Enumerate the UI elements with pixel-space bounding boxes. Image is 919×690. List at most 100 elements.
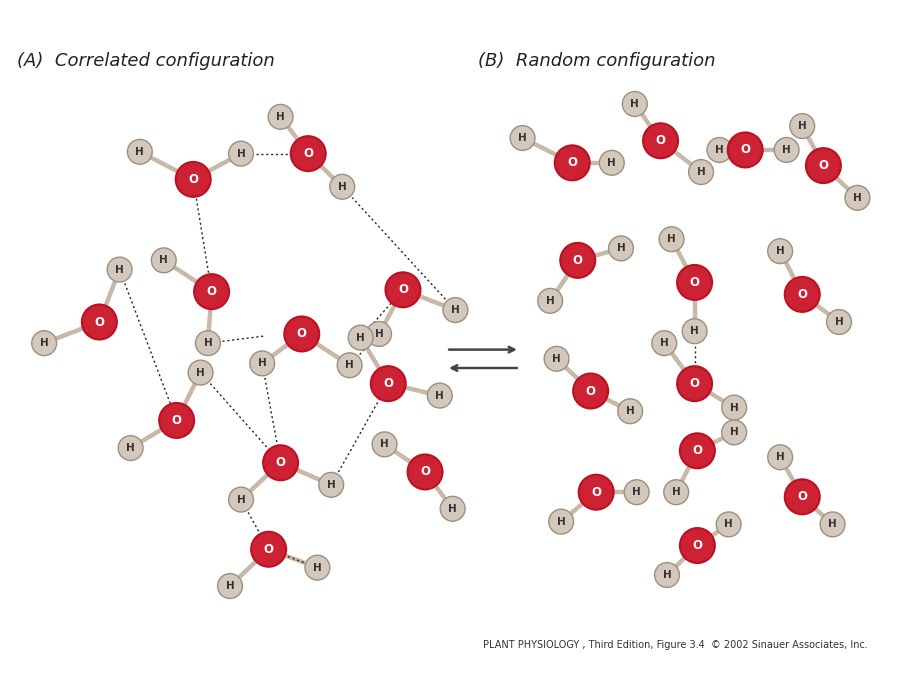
Text: H: H xyxy=(203,338,212,348)
Circle shape xyxy=(676,265,711,300)
Circle shape xyxy=(789,114,814,139)
Text: H: H xyxy=(236,148,245,159)
Circle shape xyxy=(664,480,687,504)
Text: O: O xyxy=(689,377,698,390)
Text: H: H xyxy=(616,244,625,253)
Circle shape xyxy=(659,227,684,252)
Circle shape xyxy=(330,175,355,199)
Text: H: H xyxy=(236,495,245,504)
Circle shape xyxy=(194,274,229,309)
Circle shape xyxy=(688,159,713,184)
Text: H: H xyxy=(659,338,668,348)
Text: O: O xyxy=(398,284,407,296)
Text: O: O xyxy=(585,384,595,397)
Circle shape xyxy=(622,92,647,117)
Text: H: H xyxy=(689,326,698,336)
Text: H: H xyxy=(115,264,124,275)
Text: O: O xyxy=(264,543,273,555)
Circle shape xyxy=(108,257,132,282)
Circle shape xyxy=(229,487,254,512)
Text: O: O xyxy=(797,491,806,503)
Text: H: H xyxy=(337,181,346,192)
Circle shape xyxy=(805,148,840,183)
Text: O: O xyxy=(567,157,576,169)
Text: H: H xyxy=(225,581,234,591)
Text: H: H xyxy=(781,145,790,155)
Text: H: H xyxy=(607,158,616,168)
Text: O: O xyxy=(303,147,312,160)
Text: O: O xyxy=(818,159,827,172)
Circle shape xyxy=(151,248,176,273)
Circle shape xyxy=(31,331,57,355)
Circle shape xyxy=(608,236,633,261)
Circle shape xyxy=(826,310,851,335)
Text: O: O xyxy=(692,539,701,552)
Text: H: H xyxy=(312,562,322,573)
Text: H: H xyxy=(159,255,168,266)
Text: H: H xyxy=(662,570,671,580)
Circle shape xyxy=(196,331,221,355)
Circle shape xyxy=(544,346,569,371)
Text: O: O xyxy=(95,315,104,328)
Circle shape xyxy=(218,573,243,598)
Text: H: H xyxy=(723,520,732,529)
Text: O: O xyxy=(188,173,198,186)
Text: H: H xyxy=(356,333,365,343)
Circle shape xyxy=(784,277,819,312)
Circle shape xyxy=(229,141,254,166)
Text: H: H xyxy=(729,402,738,413)
Circle shape xyxy=(767,445,792,470)
Text: (B)  Random configuration: (B) Random configuration xyxy=(478,52,715,70)
Text: O: O xyxy=(573,254,582,267)
Text: H: H xyxy=(551,354,561,364)
Text: O: O xyxy=(797,288,806,301)
Text: H: H xyxy=(671,487,680,497)
Text: H: H xyxy=(450,305,460,315)
Text: H: H xyxy=(374,329,383,339)
Circle shape xyxy=(337,353,362,377)
Text: H: H xyxy=(834,317,843,327)
Circle shape xyxy=(250,351,275,376)
Circle shape xyxy=(642,124,677,158)
Text: O: O xyxy=(383,377,392,390)
Text: H: H xyxy=(625,406,634,416)
Circle shape xyxy=(679,528,714,563)
Circle shape xyxy=(549,509,573,534)
Text: H: H xyxy=(448,504,457,514)
Circle shape xyxy=(290,136,325,171)
Circle shape xyxy=(118,435,143,460)
Text: H: H xyxy=(696,167,705,177)
Circle shape xyxy=(624,480,649,504)
Text: H: H xyxy=(276,112,285,122)
Text: H: H xyxy=(852,193,861,203)
Text: H: H xyxy=(630,99,639,109)
Text: O: O xyxy=(420,466,429,478)
Circle shape xyxy=(268,104,293,129)
Circle shape xyxy=(348,325,373,350)
Text: H: H xyxy=(714,145,723,155)
Circle shape xyxy=(654,562,679,587)
Text: H: H xyxy=(729,427,738,437)
Text: O: O xyxy=(207,285,216,298)
Circle shape xyxy=(578,475,613,510)
Text: O: O xyxy=(689,276,698,289)
Circle shape xyxy=(784,480,819,514)
Circle shape xyxy=(774,137,799,162)
Text: O: O xyxy=(655,135,664,147)
Circle shape xyxy=(820,512,845,537)
Circle shape xyxy=(618,399,641,424)
Circle shape xyxy=(721,395,746,420)
Circle shape xyxy=(707,137,732,162)
Circle shape xyxy=(767,239,792,264)
Text: H: H xyxy=(775,246,784,256)
Text: H: H xyxy=(257,358,267,368)
Circle shape xyxy=(407,455,442,489)
Circle shape xyxy=(716,512,741,537)
Text: PLANT PHYSIOLOGY , Third Edition, Figure 3.4  © 2002 Sinauer Associates, Inc.: PLANT PHYSIOLOGY , Third Edition, Figure… xyxy=(482,640,867,651)
Circle shape xyxy=(284,317,319,351)
Circle shape xyxy=(727,132,762,168)
Circle shape xyxy=(679,433,714,469)
Circle shape xyxy=(676,366,711,401)
Circle shape xyxy=(652,331,676,355)
Text: O: O xyxy=(591,486,600,499)
